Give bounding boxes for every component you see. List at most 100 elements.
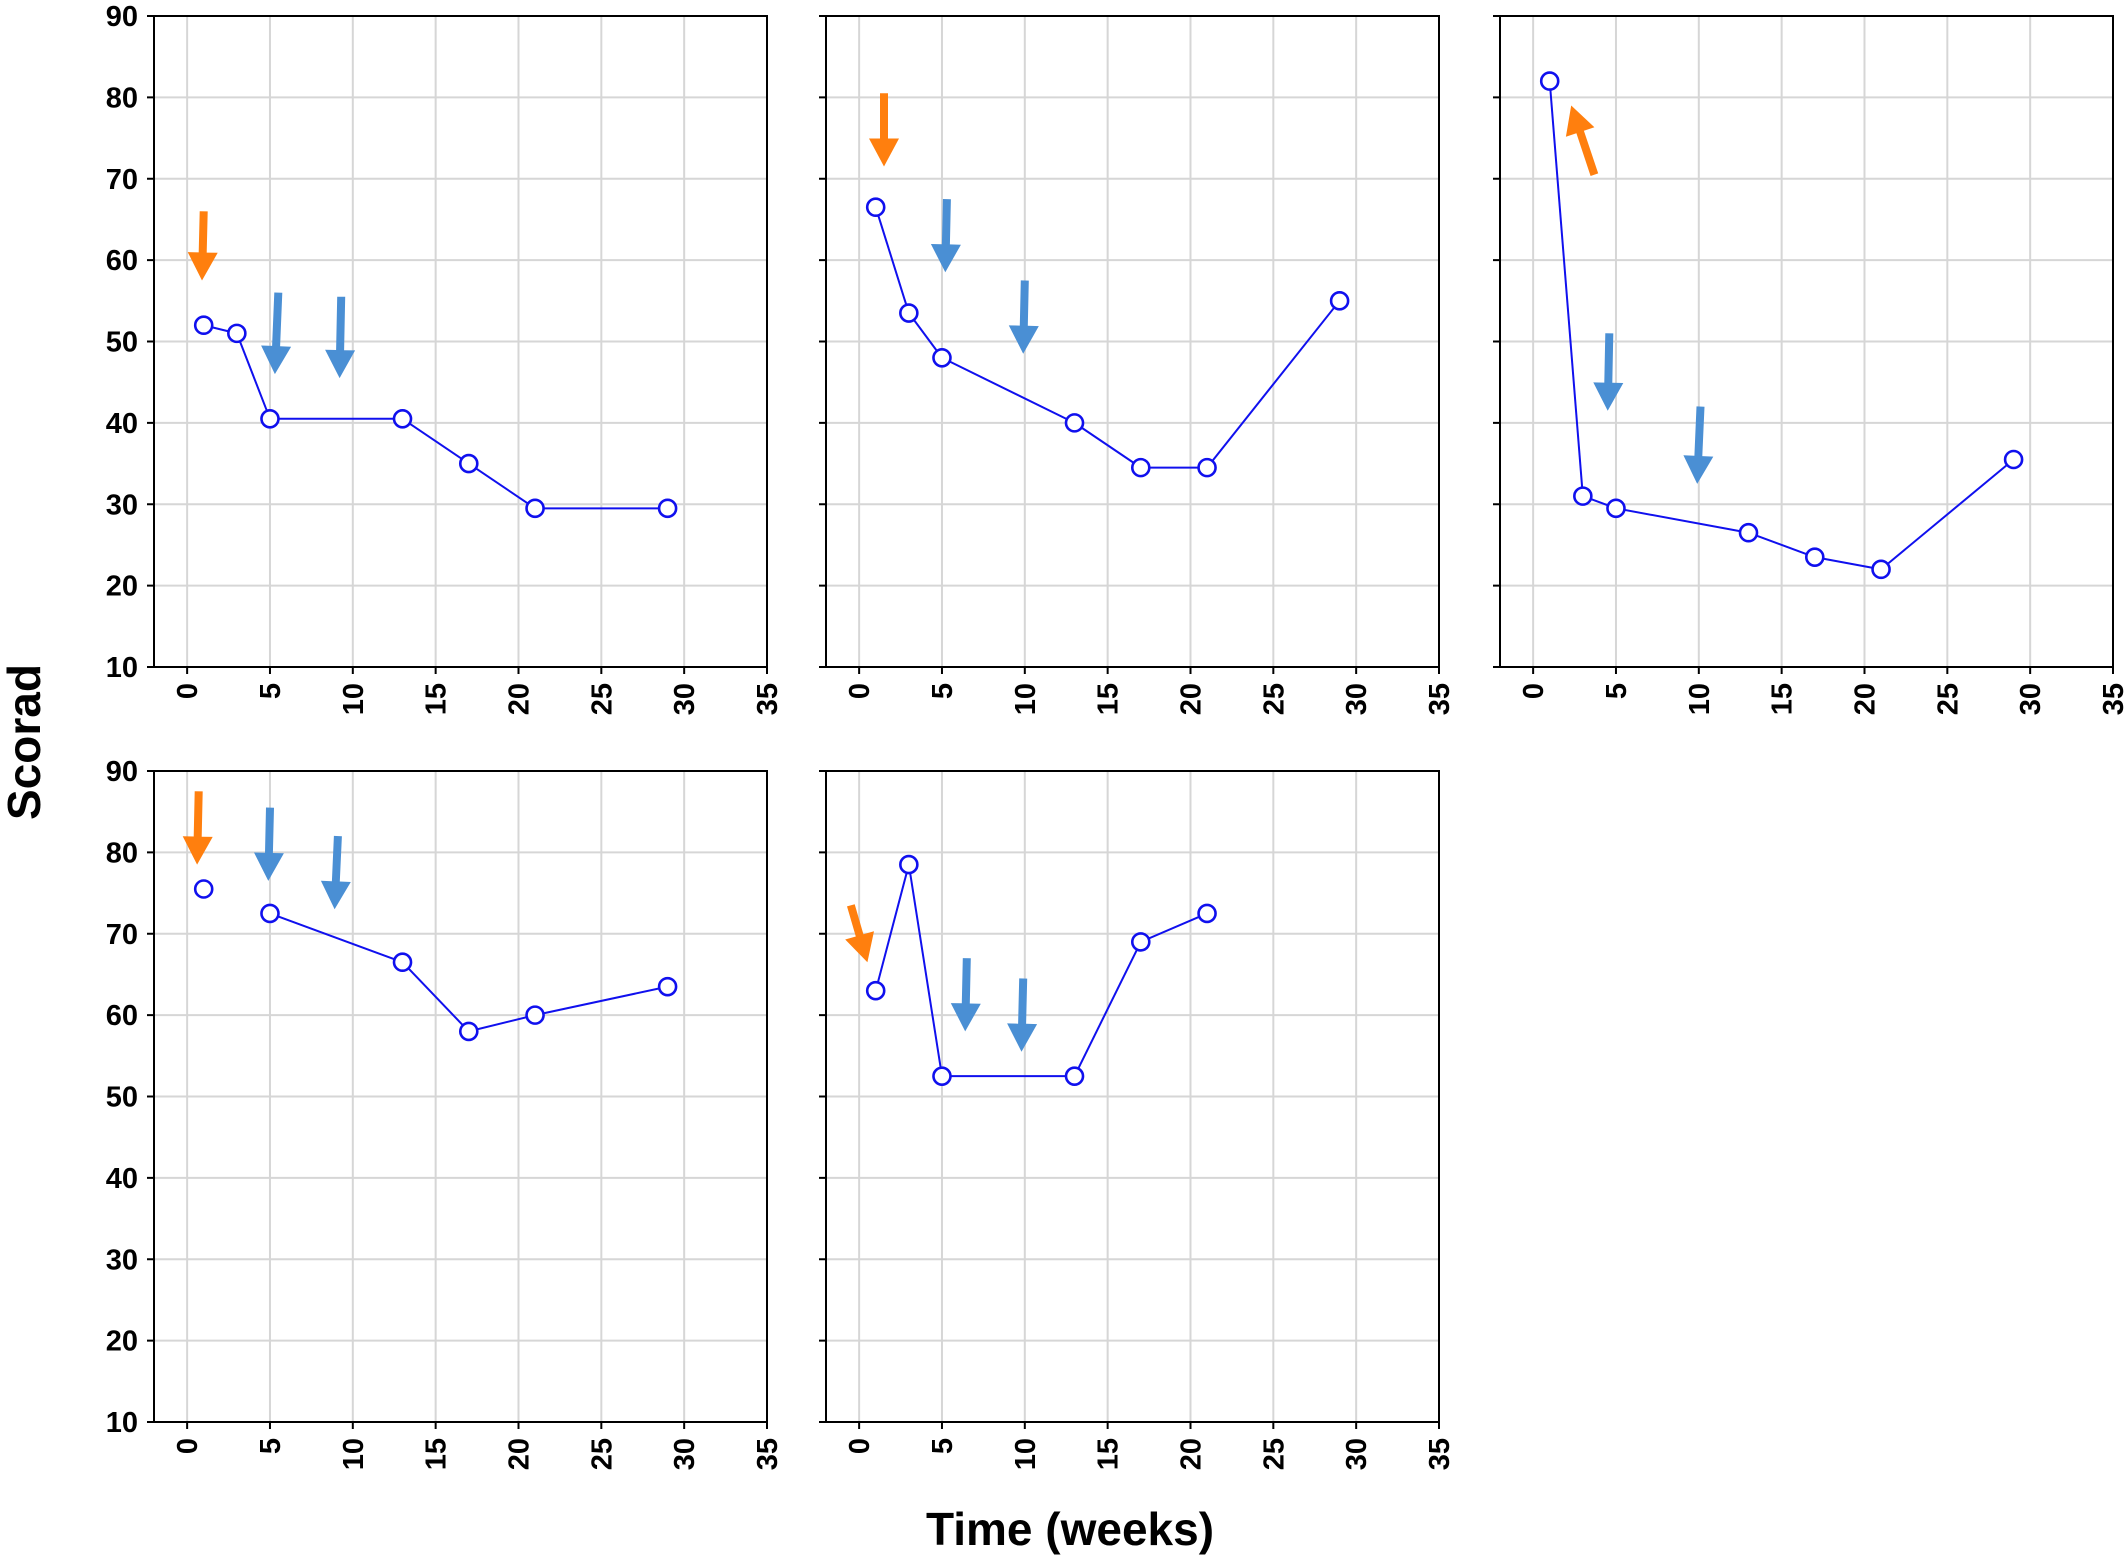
series-line-segment bbox=[1814, 556, 1882, 571]
data-point bbox=[1573, 486, 1593, 506]
data-point bbox=[392, 409, 413, 429]
panel-4: 10 20 30 40 50 60 70 80 90 0 5 10 15 20 25 30 35 bbox=[106, 756, 784, 1470]
data-point bbox=[932, 1066, 952, 1086]
data-point bbox=[865, 980, 886, 1001]
series-line-segment bbox=[907, 864, 943, 1077]
x-tick-label: 5 bbox=[1601, 683, 1633, 699]
data-point bbox=[260, 409, 280, 429]
data-point bbox=[1064, 1066, 1085, 1086]
series-line-segment bbox=[1748, 531, 1816, 559]
orange-arrow-marker bbox=[1565, 105, 1599, 176]
y-tick-label: 50 bbox=[106, 327, 138, 359]
data-point bbox=[1064, 413, 1085, 433]
data-point bbox=[1197, 903, 1217, 924]
blue-arrow-marker bbox=[1593, 333, 1624, 411]
x-tick-label: 10 bbox=[1010, 683, 1042, 715]
data-point bbox=[193, 879, 214, 899]
blue-arrow-marker bbox=[325, 296, 356, 379]
x-tick-label: 35 bbox=[752, 683, 784, 715]
series-line-segment bbox=[269, 912, 403, 964]
blue-arrow-marker bbox=[1683, 406, 1714, 484]
series-line-segment bbox=[401, 961, 470, 1033]
x-tick-label: 20 bbox=[503, 683, 535, 715]
data-point bbox=[865, 197, 886, 218]
x-axis-label: Time (weeks) bbox=[926, 1503, 1214, 1555]
data-point bbox=[260, 903, 280, 924]
series-line-segment bbox=[534, 985, 668, 1017]
x-tick-label: 15 bbox=[421, 683, 453, 715]
y-tick-label: 50 bbox=[106, 1082, 138, 1114]
x-tick-label: 20 bbox=[1849, 683, 1881, 715]
x-tick-label: 35 bbox=[752, 1438, 784, 1470]
series-line-segment bbox=[1140, 912, 1208, 943]
x-tick-label: 15 bbox=[1093, 683, 1125, 715]
x-tick-label: 35 bbox=[2098, 683, 2128, 715]
y-tick-label: 60 bbox=[106, 245, 138, 277]
series-line-segment bbox=[874, 864, 910, 991]
y-tick-label: 90 bbox=[106, 756, 138, 788]
y-tick-label: 30 bbox=[106, 1244, 138, 1276]
y-tick-label: 70 bbox=[106, 919, 138, 951]
x-tick-label: 10 bbox=[338, 683, 370, 715]
data-point bbox=[1197, 457, 1217, 478]
series-line-segment bbox=[1615, 507, 1749, 534]
x-tick-label: 20 bbox=[1175, 683, 1207, 715]
x-tick-label: 5 bbox=[927, 1438, 959, 1454]
x-tick-label: 25 bbox=[1932, 683, 1964, 715]
y-tick-label: 90 bbox=[106, 1, 138, 33]
panel-1: 10 20 30 40 50 60 70 80 90 0 5 10 15 20 25 30 35 bbox=[106, 1, 784, 715]
data-point bbox=[657, 976, 678, 997]
y-tick-label: 10 bbox=[106, 652, 138, 684]
blue-arrow-marker bbox=[1008, 280, 1039, 354]
x-tick-label: 35 bbox=[1424, 683, 1456, 715]
series-line-segment bbox=[874, 206, 910, 314]
series-line-segment bbox=[1073, 422, 1142, 469]
series-line-segment bbox=[1206, 300, 1341, 469]
panel-3: 0 5 10 15 20 25 30 35 bbox=[1493, 15, 2128, 715]
x-tick-label: 0 bbox=[844, 1438, 876, 1454]
x-tick-label: 30 bbox=[669, 1438, 701, 1470]
series-line-segment bbox=[468, 1014, 536, 1033]
x-tick-label: 25 bbox=[586, 683, 618, 715]
x-tick-label: 15 bbox=[1093, 1438, 1125, 1470]
data-point bbox=[193, 315, 214, 336]
x-tick-label: 35 bbox=[1424, 1438, 1456, 1470]
orange-arrow-marker bbox=[845, 904, 874, 963]
blue-arrow-marker bbox=[950, 958, 981, 1032]
x-tick-label: 15 bbox=[1767, 683, 1799, 715]
x-tick-label: 20 bbox=[503, 1438, 535, 1470]
series-line-segment bbox=[1548, 81, 1584, 497]
y-tick-label: 80 bbox=[106, 837, 138, 869]
series-line-segment bbox=[235, 333, 271, 420]
y-tick-label: 20 bbox=[106, 571, 138, 603]
y-tick-label: 10 bbox=[106, 1407, 138, 1439]
series-line-segment bbox=[468, 462, 536, 510]
x-tick-label: 25 bbox=[586, 1438, 618, 1470]
blue-arrow-marker bbox=[930, 199, 961, 273]
x-tick-label: 5 bbox=[255, 683, 287, 699]
y-tick-label: 40 bbox=[106, 408, 138, 440]
data-point bbox=[1804, 547, 1825, 567]
series-line-segment bbox=[1073, 941, 1142, 1077]
y-tick-label: 70 bbox=[106, 164, 138, 196]
data-point bbox=[899, 303, 919, 323]
series-line-segment bbox=[1880, 458, 2015, 571]
x-tick-label: 25 bbox=[1258, 683, 1290, 715]
panel-2: 0 5 10 15 20 25 30 35 bbox=[819, 15, 1456, 715]
series-line-segment bbox=[941, 356, 1075, 424]
data-point bbox=[1329, 291, 1350, 311]
data-point bbox=[392, 952, 413, 973]
data-point bbox=[525, 1005, 545, 1025]
blue-arrow-marker bbox=[261, 292, 292, 375]
orange-arrow-marker bbox=[187, 211, 218, 281]
data-point bbox=[899, 854, 919, 875]
blue-arrow-marker bbox=[1007, 978, 1038, 1052]
data-point bbox=[2003, 449, 2024, 470]
x-tick-label: 0 bbox=[172, 1438, 204, 1454]
x-tick-label: 30 bbox=[1341, 1438, 1373, 1470]
data-point bbox=[458, 1021, 479, 1042]
x-tick-label: 30 bbox=[2015, 683, 2047, 715]
y-tick-label: 40 bbox=[106, 1163, 138, 1195]
orange-arrow-marker bbox=[182, 791, 213, 865]
data-point bbox=[1606, 498, 1626, 519]
